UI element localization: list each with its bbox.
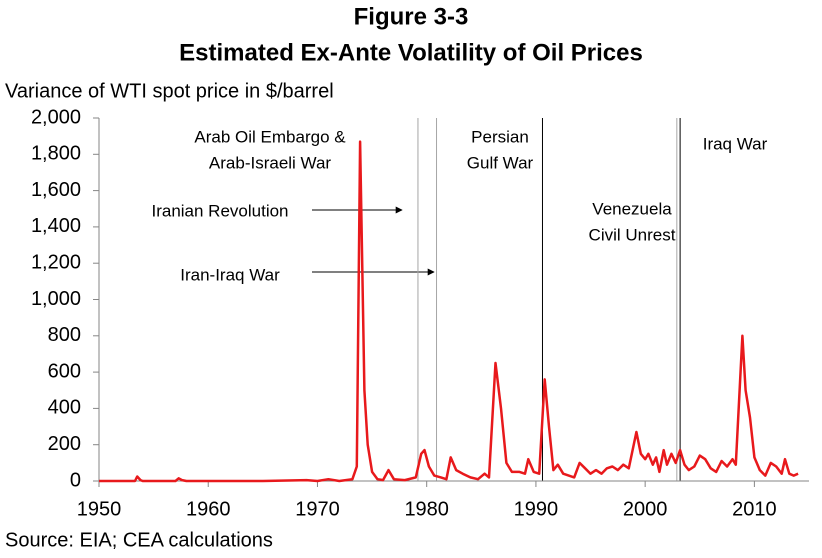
annotation: Persian bbox=[471, 127, 529, 146]
annotation: Venezuela bbox=[592, 199, 672, 218]
annotation: Iraq War bbox=[703, 134, 768, 153]
y-tick-label: 600 bbox=[48, 360, 81, 382]
x-tick-label: 1990 bbox=[514, 498, 559, 520]
chart-title: Figure 3-3 bbox=[354, 3, 469, 30]
y-tick-label: 200 bbox=[48, 433, 81, 455]
x-tick-label: 2010 bbox=[732, 498, 777, 520]
x-tick-label: 1980 bbox=[404, 498, 449, 520]
y-axis-label: Variance of WTI spot price in $/barrel bbox=[5, 80, 334, 102]
x-tick-label: 1970 bbox=[295, 498, 340, 520]
series-line bbox=[99, 140, 799, 483]
annotation: Gulf War bbox=[467, 153, 534, 172]
y-tick-label: 800 bbox=[48, 324, 81, 346]
y-tick-label: 1,400 bbox=[31, 215, 81, 237]
x-tick-label: 2000 bbox=[623, 498, 668, 520]
chart-subtitle: Estimated Ex-Ante Volatility of Oil Pric… bbox=[179, 39, 643, 66]
y-tick-label: 0 bbox=[70, 469, 81, 491]
y-tick-label: 400 bbox=[48, 397, 81, 419]
annotation: Iranian Revolution bbox=[151, 201, 288, 220]
x-tick-label: 1960 bbox=[186, 498, 231, 520]
x-tick-label: 1950 bbox=[77, 498, 122, 520]
y-tick-label: 2,000 bbox=[31, 106, 81, 128]
y-tick-label: 1,000 bbox=[31, 288, 81, 310]
y-tick-label: 1,600 bbox=[31, 179, 81, 201]
annotation: Arab-Israeli War bbox=[209, 153, 332, 172]
annotation: Iran-Iraq War bbox=[180, 265, 280, 284]
annotation: Arab Oil Embargo & bbox=[194, 127, 346, 146]
y-tick-label: 1,200 bbox=[31, 251, 81, 273]
source-note: Source: EIA; CEA calculations bbox=[5, 529, 273, 551]
y-tick-label: 1,800 bbox=[31, 143, 81, 165]
annotation: Civil Unrest bbox=[589, 225, 676, 244]
